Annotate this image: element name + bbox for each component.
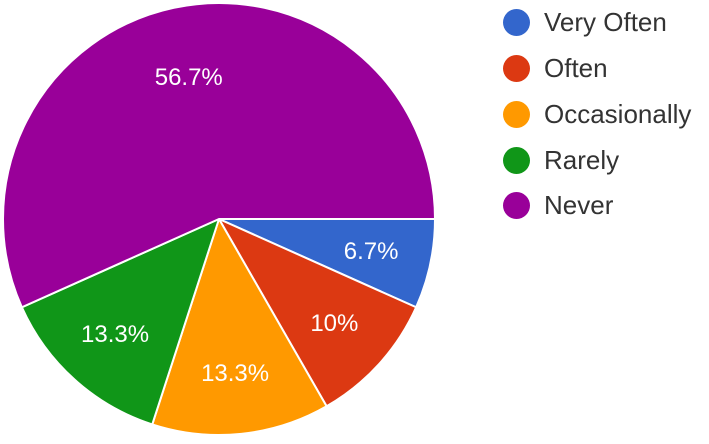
pie-slice-rarely[interactable] — [20, 217, 221, 426]
legend-item-rarely[interactable]: Rarely — [503, 137, 691, 183]
legend-label: Occasionally — [544, 98, 692, 129]
legend: Very Often Often Occasionally Rarely Nev… — [503, 0, 691, 229]
legend-label: Very Often — [544, 7, 667, 38]
legend-item-often[interactable]: Often — [503, 46, 691, 92]
legend-swatch — [503, 55, 530, 83]
pie-slice-label: 10% — [310, 310, 358, 337]
legend-item-occasionally[interactable]: Occasionally — [503, 92, 691, 138]
legend-label: Rarely — [544, 144, 620, 175]
legend-swatch — [503, 146, 530, 174]
legend-label: Often — [544, 53, 608, 84]
legend-item-never[interactable]: Never — [503, 183, 691, 229]
pie-slice-label: 13.3% — [201, 360, 269, 387]
pie-slice-never[interactable] — [2, 2, 437, 309]
pie-slice-label: 13.3% — [81, 321, 149, 348]
legend-item-very-often[interactable]: Very Often — [503, 0, 691, 46]
pie-slice-label: 6.7% — [344, 238, 399, 265]
pie-slice-occasionally[interactable] — [150, 216, 328, 436]
legend-label: Never — [544, 190, 614, 221]
legend-swatch — [503, 192, 530, 220]
pie-slices — [2, 2, 437, 436]
legend-swatch — [503, 100, 530, 128]
legend-swatch — [503, 9, 530, 37]
pie-slice-labels: 6.7% 10% 13.3% 13.3% 56.7% — [81, 64, 398, 387]
pie-slice-often[interactable] — [216, 216, 418, 408]
pie-slice-label: 56.7% — [155, 64, 223, 91]
